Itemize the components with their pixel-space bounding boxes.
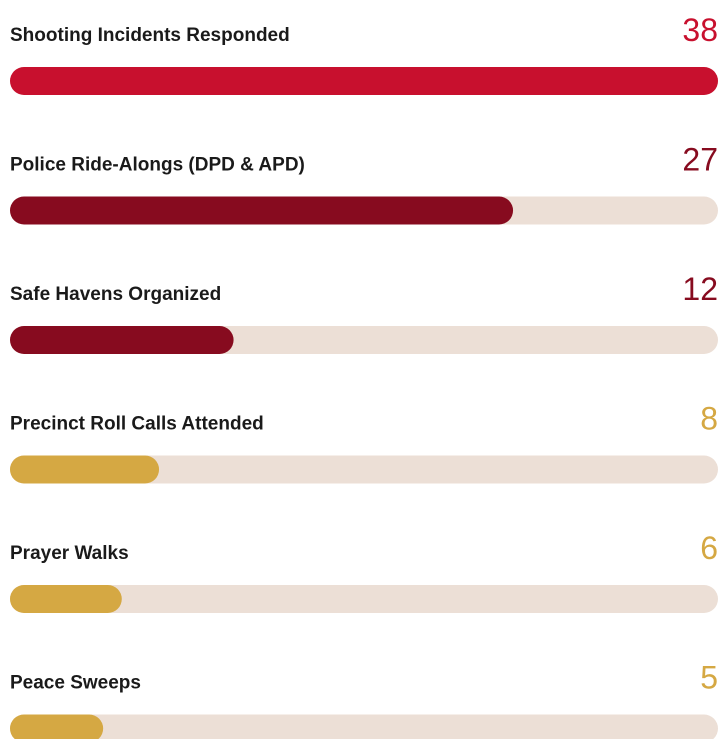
bar xyxy=(10,585,122,613)
bar xyxy=(10,714,104,739)
value-label: 12 xyxy=(682,271,718,307)
value-label: 6 xyxy=(700,530,718,566)
category-label: Prayer Walks xyxy=(10,543,129,564)
value-label: 5 xyxy=(700,660,718,696)
category-label: Shooting Incidents Responded xyxy=(10,25,290,46)
category-label: Safe Havens Organized xyxy=(10,284,221,305)
bar-track xyxy=(10,455,718,484)
bar-track xyxy=(10,714,718,739)
bar xyxy=(10,455,160,484)
category-label: Police Ride-Alongs (DPD & APD) xyxy=(10,155,305,176)
value-label: 38 xyxy=(682,12,718,48)
bar-track xyxy=(10,585,718,613)
category-label: Peace Sweeps xyxy=(10,673,141,694)
category-label: Precinct Roll Calls Attended xyxy=(10,414,264,435)
bar xyxy=(10,326,234,354)
bar xyxy=(10,67,718,95)
value-label: 8 xyxy=(700,401,718,437)
bar xyxy=(10,196,514,225)
value-label: 27 xyxy=(682,142,718,178)
